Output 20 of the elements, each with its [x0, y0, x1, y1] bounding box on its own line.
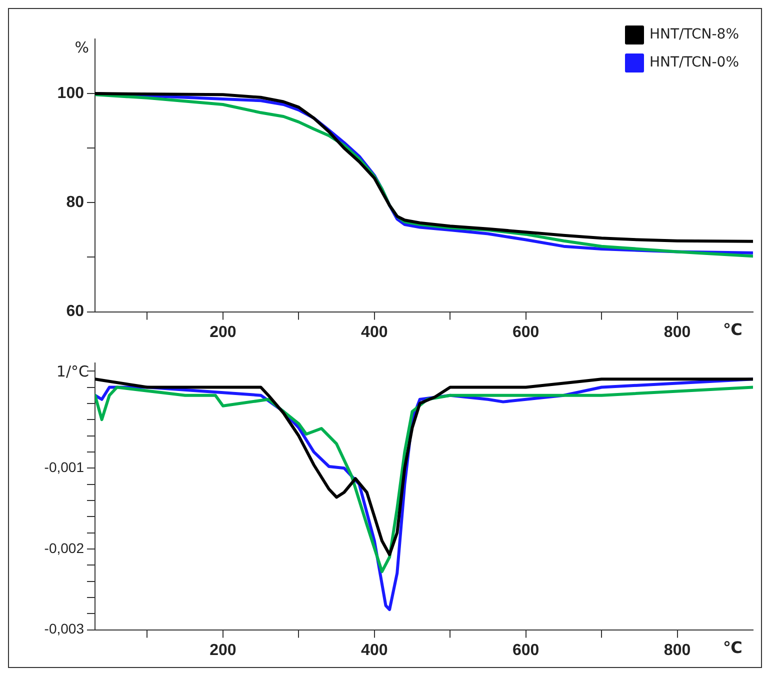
y-tick-label: 100	[57, 84, 84, 102]
x-tick-label: 600	[512, 324, 540, 341]
x-tick-label: 400	[361, 324, 388, 341]
y-axis-title: 1/°C	[56, 362, 89, 380]
legend-label: HNT/TCN-8%	[649, 26, 740, 43]
y-tick-label: -0,002	[44, 540, 84, 556]
y-tick-label: 80	[66, 194, 84, 212]
y-tick-label: -0,001	[44, 458, 84, 475]
x-tick-label: 200	[210, 324, 236, 341]
x-axis-title: ℃	[723, 638, 742, 658]
y-tick-label: -0,003	[44, 620, 84, 637]
legend-label: HNT/TCN-0%	[649, 54, 740, 71]
x-tick-label: 800	[664, 642, 691, 659]
y-axis-title: %	[74, 38, 89, 56]
x-tick-label: 600	[512, 642, 540, 659]
y-tick-label: 60	[66, 303, 84, 320]
x-tick-label: 800	[664, 324, 691, 341]
x-tick-label: 400	[361, 642, 388, 659]
x-tick-label: 200	[210, 642, 236, 659]
x-axis-title: ℃	[723, 320, 742, 340]
